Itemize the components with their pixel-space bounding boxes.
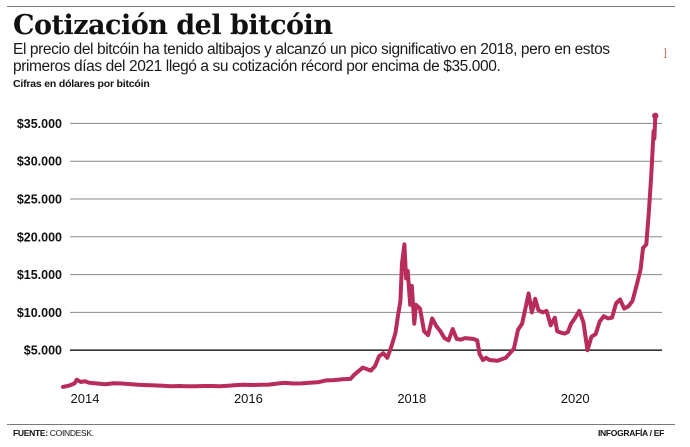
y-tick-label: $10.000 (17, 306, 62, 320)
x-tick-label: 2016 (234, 391, 263, 406)
unit-label: Cifras en dólares por bitcóin (13, 78, 150, 90)
chart-title: Cotización del bitcóin (13, 10, 333, 41)
series-layer (60, 112, 659, 389)
y-tick-label: $20.000 (17, 230, 62, 244)
y-tick-label: $5.000 (24, 344, 62, 358)
x-tick-label: 2014 (71, 391, 100, 406)
y-tick-label: $35.000 (17, 117, 62, 131)
source-value: COINDESK. (49, 428, 94, 438)
x-tick-label: 2018 (397, 391, 426, 406)
source-label: FUENTE: (13, 428, 48, 438)
corner-mark: ] (664, 48, 667, 59)
subtitle-line-2: primeros días del 2021 llegó a su cotiza… (13, 58, 501, 75)
x-tick-label: 2020 (561, 391, 590, 406)
series-line-bitcoin (60, 113, 658, 389)
grid-lines (70, 122, 662, 352)
y-tick-label: $30.000 (17, 155, 62, 169)
x-axis-labels: 2014 2016 2018 2020 (71, 391, 590, 406)
subtitle-line-1: El precio del bitcóin ha tenido altibajo… (13, 41, 610, 58)
y-axis-labels: $5.000 $10.000 $15.000 $20.000 $25.000 $30.00… (17, 117, 62, 358)
y-tick-label: $25.000 (17, 193, 62, 207)
series-end-point (652, 112, 659, 120)
bottom-rule (7, 424, 675, 425)
source-note: FUENTE: COINDESK. (13, 428, 94, 438)
top-rule (7, 6, 675, 7)
chart-subtitle: El precio del bitcóin ha tenido altibajo… (13, 41, 653, 75)
y-tick-label: $15.000 (17, 268, 62, 282)
credit-note: INFOGRAFÍA / EF (597, 428, 664, 438)
